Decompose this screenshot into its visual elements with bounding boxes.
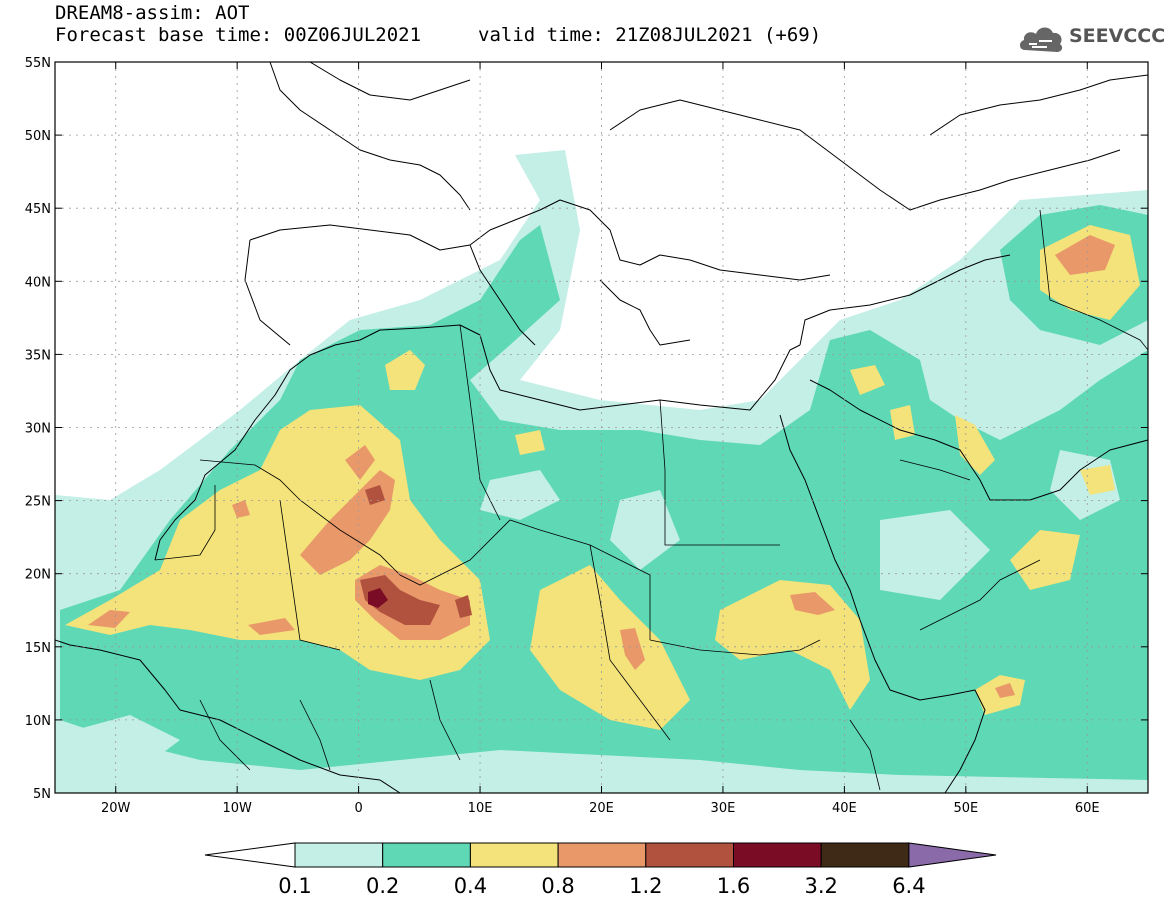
lon-tick-label: 50E (953, 801, 978, 816)
lat-tick-label: 25N (25, 495, 51, 510)
colorbar: 0.1 0.2 0.4 0.8 1.2 1.6 3.2 6.4 (204, 842, 997, 898)
colorbar-segment (733, 842, 822, 868)
colorbar-label: 6.4 (892, 874, 925, 898)
colorbar-label: 0.1 (278, 874, 311, 898)
lon-tick-label: 0 (354, 801, 362, 816)
colorbar-right-arrow (908, 842, 997, 868)
aot-level-1.2 (360, 485, 472, 625)
lon-tick-label: 30E (711, 801, 736, 816)
aot-field (55, 62, 1148, 793)
lon-tick-label: 20W (101, 801, 131, 816)
lat-tick-label: 20N (25, 568, 51, 583)
colorbar-label: 1.2 (629, 874, 662, 898)
coastlines (55, 62, 1148, 793)
colorbar-label: 0.8 (541, 874, 574, 898)
colorbar-segment (557, 842, 647, 868)
colorbar-label: 0.4 (454, 874, 487, 898)
lon-tick-label: 60E (1075, 801, 1100, 816)
colorbar-label: 3.2 (804, 874, 837, 898)
lon-tick-label: 40E (832, 801, 857, 816)
country-borders (154, 209, 1148, 791)
cloud-icon (1019, 27, 1063, 52)
lat-tick-label: 10N (25, 714, 51, 729)
lat-tick-label: 30N (25, 422, 51, 437)
colorbar-label: 1.6 (717, 874, 750, 898)
map-title: DREAM8-assim: AOT (55, 2, 250, 24)
seevccc-logo: SEEVCCC (1017, 20, 1165, 60)
colorbar-segment (820, 842, 910, 868)
latitude-axis: 55N 50N 45N 40N 35N 30N 25N 20N 15N 10N 5N (25, 56, 1148, 802)
colorbar-segment (469, 842, 559, 868)
lat-tick-label: 15N (25, 641, 51, 656)
lon-tick-label: 20E (589, 801, 614, 816)
valid-time: valid time: 21Z08JUL2021 (+69) (478, 24, 822, 46)
longitude-axis: 20W 10W 0 10E 20E 30E 40E 50E 60E (101, 62, 1100, 816)
colorbar-label: 0.2 (366, 874, 399, 898)
lat-tick-label: 5N (33, 787, 51, 802)
colorbar-segment (645, 842, 734, 868)
colorbar-left-arrow (204, 842, 296, 868)
lat-tick-label: 50N (25, 129, 51, 144)
lat-tick-label: 45N (25, 202, 51, 217)
lat-tick-label: 55N (25, 56, 51, 71)
lon-tick-label: 10E (468, 801, 493, 816)
logo-text: SEEVCCC (1069, 25, 1165, 47)
lat-tick-label: 35N (25, 348, 51, 363)
lon-tick-label: 10W (222, 801, 252, 816)
aot-level-1.6 (368, 588, 388, 608)
lat-tick-label: 40N (25, 275, 51, 290)
colorbar-segment (294, 842, 384, 868)
colorbar-segment (382, 842, 471, 868)
map-grid (55, 62, 1148, 793)
forecast-base-time: Forecast base time: 00Z06JUL2021 (55, 24, 422, 46)
